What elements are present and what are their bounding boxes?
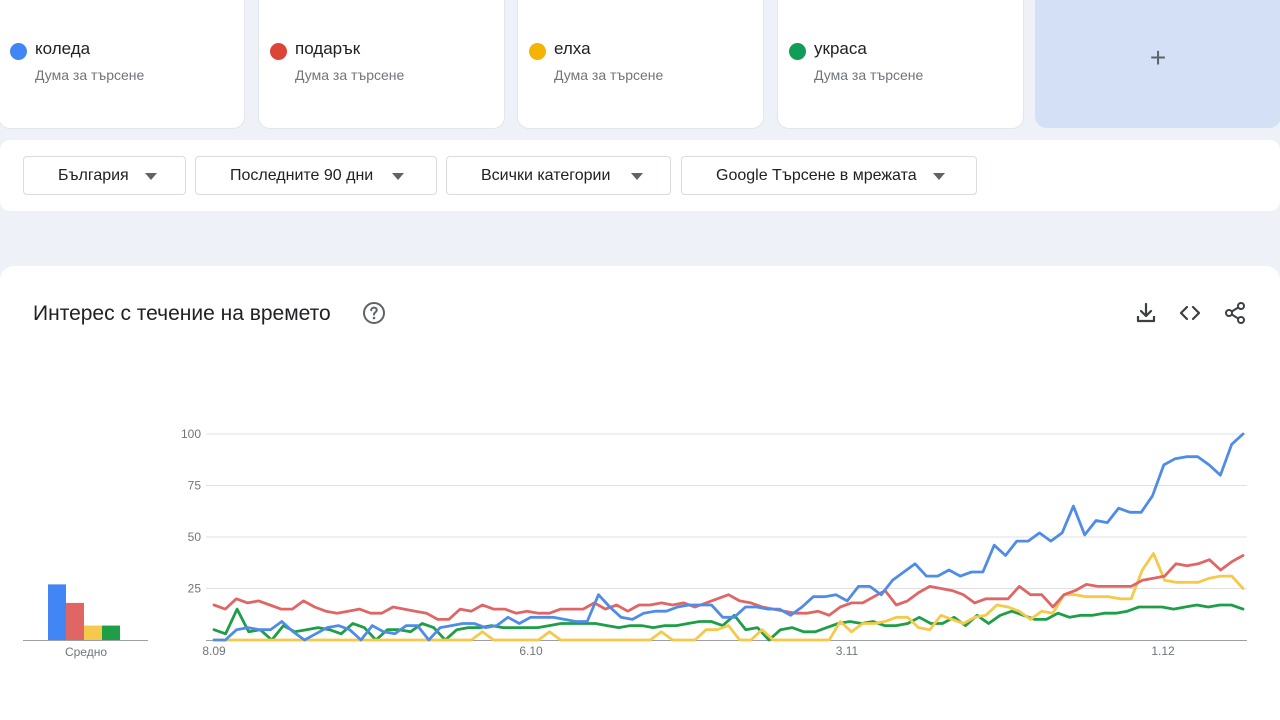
- series-color-dot: [789, 43, 806, 60]
- series-color-dot: [270, 43, 287, 60]
- term-card-3[interactable]: елха Дума за търсене: [517, 0, 764, 129]
- category-label: Всички категории: [481, 167, 611, 184]
- term-name[interactable]: елха: [554, 39, 591, 58]
- embed-code-icon[interactable]: [1178, 301, 1202, 325]
- filter-bar: България Последните 90 дни Всички катего…: [0, 140, 1280, 211]
- period-label: Последните 90 дни: [230, 167, 374, 184]
- help-icon[interactable]: [362, 301, 386, 325]
- series-color-dot: [529, 43, 546, 60]
- panel-title: Интерес с течение на времето: [33, 302, 331, 325]
- term-subtitle: Дума за търсене: [554, 67, 664, 83]
- region-dropdown[interactable]: България: [23, 156, 186, 195]
- term-subtitle: Дума за търсене: [295, 67, 405, 83]
- term-name[interactable]: украса: [814, 39, 867, 58]
- plus-icon: +: [1149, 42, 1167, 73]
- term-name[interactable]: подарък: [295, 39, 361, 58]
- dropdown-caret-icon: [392, 173, 404, 180]
- category-dropdown[interactable]: Всички категории: [446, 156, 671, 195]
- term-subtitle: Дума за търсене: [814, 67, 924, 83]
- search-type-dropdown[interactable]: Google Търсене в мрежата: [681, 156, 977, 195]
- share-icon[interactable]: [1223, 301, 1247, 325]
- interest-over-time-panel: Интерес с течение на времето: [0, 266, 1280, 720]
- region-label: България: [58, 167, 129, 184]
- term-name[interactable]: коледа: [35, 39, 91, 58]
- search-type-label: Google Търсене в мрежата: [716, 167, 917, 184]
- add-term-button[interactable]: +: [1035, 0, 1280, 128]
- series-color-dot: [10, 43, 27, 60]
- dropdown-caret-icon: [631, 173, 643, 180]
- dropdown-caret-icon: [933, 173, 945, 180]
- period-dropdown[interactable]: Последните 90 дни: [195, 156, 437, 195]
- term-card-2[interactable]: подарък Дума за търсене: [258, 0, 505, 129]
- download-icon[interactable]: [1134, 301, 1158, 325]
- term-card-1[interactable]: коледа Дума за търсене: [0, 0, 245, 129]
- dropdown-caret-icon: [145, 173, 157, 180]
- term-card-4[interactable]: украса Дума за търсене: [777, 0, 1024, 129]
- term-subtitle: Дума за търсене: [35, 67, 145, 83]
